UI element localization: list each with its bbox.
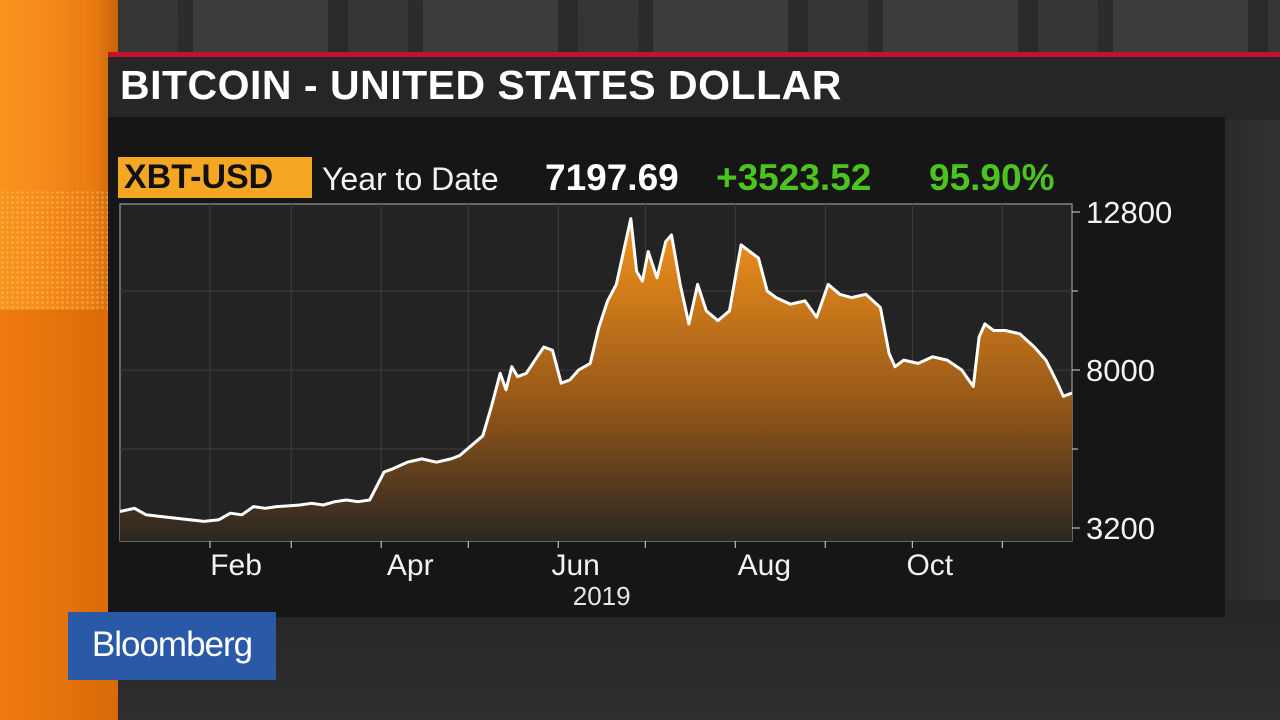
period-label: Year to Date: [322, 161, 499, 197]
series-line: [119, 217, 1073, 523]
x-tick-label: Apr: [387, 549, 434, 582]
net-change: +3523.52: [716, 157, 872, 198]
percent-change: 95.90%: [929, 157, 1055, 198]
x-tick-label: Feb: [210, 549, 262, 582]
series-area-fill: [120, 218, 1072, 541]
title-rule: [108, 52, 1280, 57]
y-tick-label: 8000: [1086, 353, 1155, 388]
x-tick-label: Jun: [551, 549, 599, 582]
page-title: BITCOIN - UNITED STATES DOLLAR: [120, 62, 842, 108]
last-price: 7197.69: [545, 157, 679, 198]
y-tick-label: 12800: [1086, 195, 1172, 230]
x-axis-year-label: 2019: [573, 581, 631, 611]
background-studio-tiles: [118, 0, 1280, 54]
background-dot-pattern: [0, 190, 118, 310]
x-tick-label: Aug: [738, 549, 791, 582]
ticker-badge: XBT-USD: [118, 157, 312, 198]
bloomberg-logo: Bloomberg: [68, 612, 276, 680]
x-tick-label: Oct: [906, 549, 953, 582]
y-tick-label: 3200: [1086, 511, 1155, 546]
background-bottom: [118, 600, 1280, 720]
title-bar: [108, 57, 1280, 117]
